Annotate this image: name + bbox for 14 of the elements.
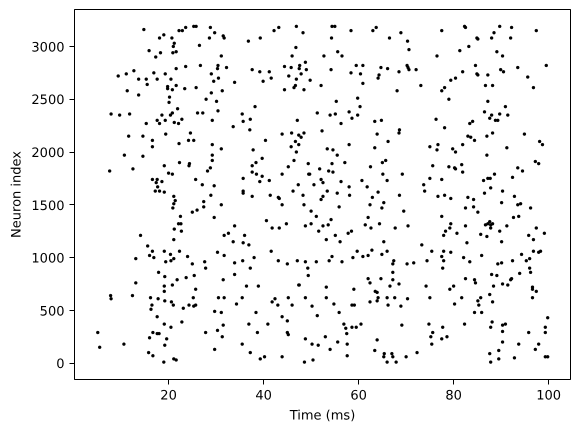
y-tick-label: 1000 (31, 252, 65, 267)
x-tick-label: 100 (536, 388, 562, 404)
y-axis-title: Neuron index (9, 150, 24, 238)
x-tick-label: 40 (255, 388, 272, 404)
x-tick-label: 60 (350, 388, 367, 404)
y-tick-label: 500 (40, 304, 65, 320)
y-tick-label: 1500 (31, 198, 65, 214)
x-tick-label: 80 (445, 388, 462, 404)
x-tick-label: 20 (160, 388, 177, 404)
y-tick-label: 0 (56, 357, 65, 372)
y-tick-label: 2500 (31, 93, 65, 108)
y-tick-label: 2000 (31, 146, 65, 162)
y-tick-label: 3000 (31, 40, 65, 56)
x-axis-title: Time (ms) (288, 408, 356, 424)
